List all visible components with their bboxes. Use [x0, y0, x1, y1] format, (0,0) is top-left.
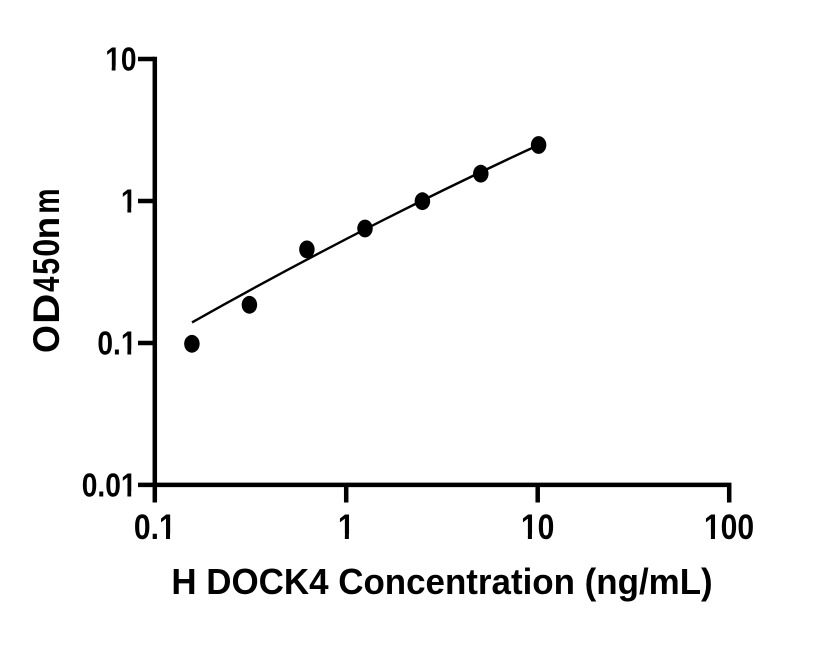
svg-text:0.1: 0.1 — [134, 507, 176, 547]
svg-text:0: 0 — [27, 239, 68, 257]
svg-text:0.1: 0.1 — [97, 326, 136, 363]
svg-text:100: 100 — [704, 507, 754, 547]
svg-text:1: 1 — [121, 184, 137, 221]
svg-text:4: 4 — [26, 277, 67, 292]
svg-text:0.01: 0.01 — [82, 468, 137, 505]
svg-text:n: n — [26, 217, 67, 240]
svg-text:5: 5 — [26, 258, 68, 275]
svg-text:10: 10 — [521, 507, 554, 547]
svg-text:1: 1 — [338, 507, 355, 547]
svg-text:H DOCK4 Concentration (ng/mL): H DOCK4 Concentration (ng/mL) — [171, 562, 712, 603]
svg-text:10: 10 — [105, 42, 136, 79]
svg-text:m: m — [26, 188, 67, 213]
svg-text:O: O — [26, 325, 68, 353]
svg-text:D: D — [27, 294, 68, 324]
